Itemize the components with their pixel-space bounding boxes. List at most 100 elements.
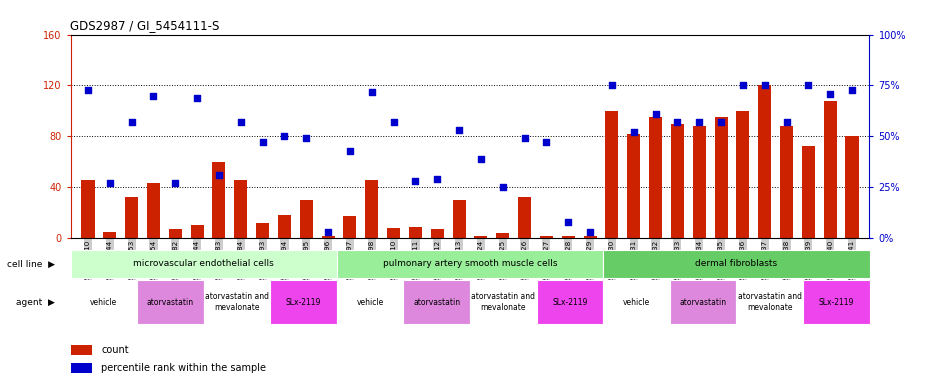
Point <box>604 83 619 89</box>
Point <box>583 229 598 235</box>
Point <box>495 184 510 190</box>
Text: atorvastatin and
mevalonate: atorvastatin and mevalonate <box>738 292 802 313</box>
Bar <box>802 147 815 238</box>
Text: count: count <box>102 345 129 355</box>
Point <box>626 129 641 135</box>
Point <box>539 139 554 146</box>
Text: GDS2987 / GI_5454111-S: GDS2987 / GI_5454111-S <box>70 19 220 32</box>
Bar <box>147 184 160 238</box>
Bar <box>584 235 597 238</box>
Bar <box>845 136 858 238</box>
Point <box>517 135 532 141</box>
Point <box>844 86 859 93</box>
Point <box>299 135 314 141</box>
Bar <box>605 111 619 238</box>
Bar <box>278 215 291 238</box>
Point <box>474 156 489 162</box>
Bar <box>470 280 537 324</box>
Bar <box>366 180 378 238</box>
Bar <box>103 232 117 238</box>
Bar <box>343 217 356 238</box>
Bar <box>736 111 749 238</box>
Text: agent  ▶: agent ▶ <box>16 298 55 307</box>
Point <box>146 93 161 99</box>
Point <box>430 176 445 182</box>
Bar <box>137 280 204 324</box>
Bar <box>82 180 95 238</box>
Text: vehicle: vehicle <box>623 298 650 307</box>
Text: atorvastatin: atorvastatin <box>414 298 461 307</box>
Bar <box>337 250 603 278</box>
Text: SLx-2119: SLx-2119 <box>819 298 854 307</box>
Text: percentile rank within the sample: percentile rank within the sample <box>102 363 266 373</box>
Bar <box>409 227 422 238</box>
Bar <box>603 250 870 278</box>
Bar <box>823 101 837 238</box>
Text: atorvastatin and
mevalonate: atorvastatin and mevalonate <box>205 292 269 313</box>
Bar <box>387 228 400 238</box>
Point <box>81 86 96 93</box>
Text: cell line  ▶: cell line ▶ <box>7 260 55 268</box>
Point <box>124 119 139 125</box>
Bar <box>693 126 706 238</box>
Bar <box>780 126 793 238</box>
Bar <box>496 233 509 238</box>
Point <box>167 180 182 186</box>
Text: microvascular endothelial cells: microvascular endothelial cells <box>133 260 274 268</box>
Bar <box>714 117 728 238</box>
Point <box>822 91 838 97</box>
Bar <box>300 200 313 238</box>
Point <box>408 178 423 184</box>
Bar <box>337 280 403 324</box>
Bar <box>537 280 603 324</box>
Bar <box>671 124 684 238</box>
Bar <box>125 197 138 238</box>
Point <box>670 119 685 125</box>
Text: dermal fibroblasts: dermal fibroblasts <box>696 260 777 268</box>
Text: vehicle: vehicle <box>356 298 384 307</box>
Bar <box>256 223 269 238</box>
Point <box>386 119 401 125</box>
Bar <box>204 280 271 324</box>
Bar <box>70 345 92 355</box>
Bar <box>803 280 870 324</box>
Text: atorvastatin: atorvastatin <box>147 298 194 307</box>
Bar <box>403 280 470 324</box>
Point <box>801 83 816 89</box>
Bar <box>321 235 335 238</box>
Text: vehicle: vehicle <box>90 298 118 307</box>
Bar <box>475 235 488 238</box>
Point <box>212 172 227 178</box>
Point <box>713 119 728 125</box>
Bar <box>452 200 465 238</box>
Point <box>779 119 794 125</box>
Bar <box>669 280 736 324</box>
Bar <box>234 180 247 238</box>
Bar <box>736 280 803 324</box>
Point <box>342 147 357 154</box>
Bar <box>70 280 137 324</box>
Text: atorvastatin: atorvastatin <box>680 298 727 307</box>
Bar <box>540 235 553 238</box>
Point <box>364 88 379 94</box>
Text: atorvastatin and
mevalonate: atorvastatin and mevalonate <box>471 292 535 313</box>
Point <box>561 219 576 225</box>
Point <box>277 133 292 139</box>
Bar <box>271 280 337 324</box>
Point <box>321 229 336 235</box>
Bar <box>169 229 181 238</box>
Bar <box>627 134 640 238</box>
Point <box>735 83 750 89</box>
Bar <box>649 117 662 238</box>
Bar <box>562 235 574 238</box>
Bar <box>70 363 92 373</box>
Point <box>255 139 270 146</box>
Bar <box>518 197 531 238</box>
Point <box>692 119 707 125</box>
Text: SLx-2119: SLx-2119 <box>286 298 321 307</box>
Point <box>758 83 773 89</box>
Bar <box>212 162 226 238</box>
Point <box>648 111 663 117</box>
Bar <box>70 250 337 278</box>
Bar <box>191 225 204 238</box>
